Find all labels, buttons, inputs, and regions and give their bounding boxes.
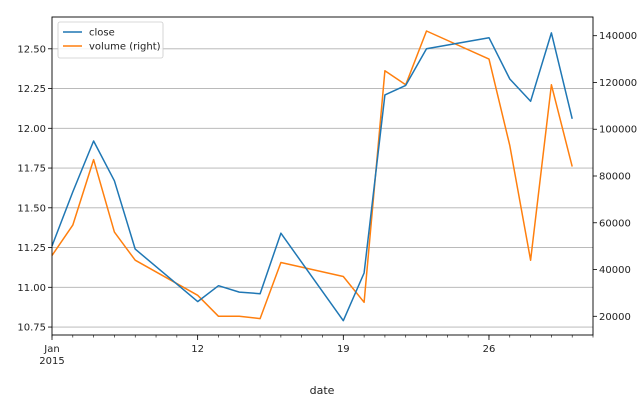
left-tick-label: 10.75 [17,323,46,334]
left-tick-label: 12.25 [17,84,46,95]
right-tick-label: 120000 [599,78,637,89]
x-tick-label: 12 [191,344,204,355]
left-tick-label: 11.75 [17,164,46,175]
legend: close volume (right) [57,21,164,59]
right-tick-label: 80000 [599,172,631,183]
x-tick-label: 26 [483,344,496,355]
right-tick-label: 60000 [599,218,631,229]
x-axis-label: date [310,384,335,397]
legend-label: volume (right) [89,42,161,53]
grid-lines [52,48,593,328]
left-tick-label: 12.50 [17,44,46,55]
right-y-axis: 20000 40000 60000 80000 100000 120000 140000 [593,31,637,323]
series-layer [51,30,573,322]
x-tick-label: Jan [43,344,59,355]
legend-label: close [89,28,115,39]
series-line-volume [51,30,573,320]
left-tick-label: 11.50 [17,203,46,214]
left-tick-label: 12.00 [17,124,46,135]
left-y-axis: 10.75 11.00 11.25 11.50 11.75 12.00 12.25 12.50 [17,44,52,334]
x-tick-sublabel: 2015 [39,356,64,367]
right-tick-label: 140000 [599,31,637,42]
right-tick-label: 40000 [599,265,631,276]
legend-box [57,21,164,59]
x-tick-label: 19 [337,344,350,355]
left-tick-label: 11.25 [17,243,46,254]
series-line-close [51,32,573,322]
left-tick-label: 11.00 [17,283,46,294]
right-tick-label: 100000 [599,125,637,136]
right-tick-label: 20000 [599,312,631,323]
